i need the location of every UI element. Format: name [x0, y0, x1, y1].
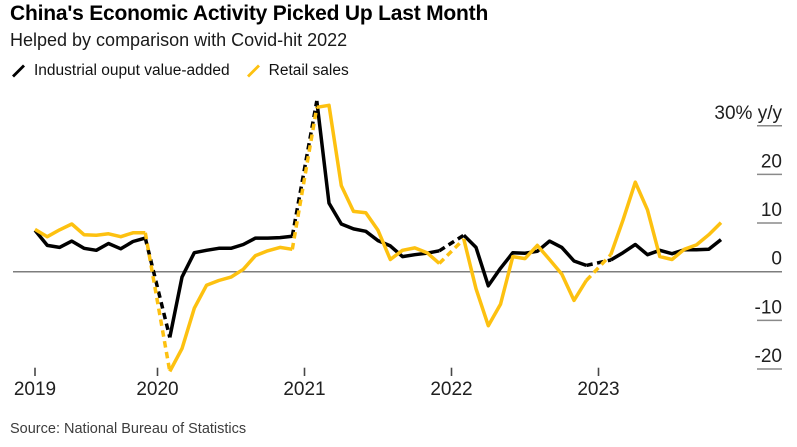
series-line-retail [143, 232, 172, 372]
y-axis-tick-label: -20 [755, 346, 782, 367]
yellow-line-swatch-icon [246, 64, 260, 78]
series-line-retail [609, 180, 723, 262]
series-line-retail [438, 237, 466, 265]
y-axis-tick-label: -10 [755, 297, 782, 318]
series-line-industrial [462, 233, 587, 288]
chart-subtitle: Helped by comparison with Covid-hit 2022 [10, 30, 348, 50]
series-line-industrial [315, 100, 440, 259]
legend-label-retail-sales: Retail sales [268, 62, 349, 79]
series-line-industrial [33, 229, 146, 253]
y-axis-tick-label: 10 [761, 200, 782, 221]
series-line-industrial [143, 237, 172, 338]
x-axis-tick-label: 2022 [430, 379, 472, 400]
y-axis-tick-label: 20 [761, 151, 782, 172]
swatch-stroke [246, 64, 260, 78]
series-line-retail [168, 245, 293, 373]
y-axis-tick-label: 0 [771, 249, 782, 270]
legend-label-industrial-output: Industrial ouput value-added [34, 62, 230, 79]
legend-item-retail-sales: Retail sales [246, 62, 349, 80]
series-line-industrial [168, 234, 293, 338]
series-line-retail [585, 253, 613, 282]
series-line-retail [462, 238, 588, 328]
series-line-retail [316, 103, 441, 265]
series-line-industrial [438, 233, 465, 253]
chart-title: China's Economic Activity Picked Up Last… [10, 2, 489, 25]
series-line-industrial [609, 238, 723, 262]
x-axis-tick-label: 2021 [283, 379, 325, 400]
series-line-retail [290, 107, 319, 250]
chart-legend: Industrial ouput value-added Retail sale… [11, 62, 349, 80]
legend-item-industrial-output: Industrial ouput value-added [11, 62, 230, 80]
x-axis-tick-label: 2020 [136, 379, 178, 400]
y-axis-tick-label: 30% y/y [714, 103, 782, 124]
series-line-industrial [585, 258, 612, 268]
x-axis-tick-label: 2023 [577, 379, 619, 400]
source-note: Source: National Bureau of Statistics [10, 421, 247, 437]
swatch-stroke [12, 64, 25, 78]
series-line-retail [34, 222, 146, 239]
line-chart-plot: 30% y/y 20 10 0 -10 -20 2019 2020 2021 2022 2023 [13, 100, 782, 400]
black-line-swatch-icon [12, 64, 25, 78]
x-axis-tick-label: 2019 [14, 379, 56, 400]
